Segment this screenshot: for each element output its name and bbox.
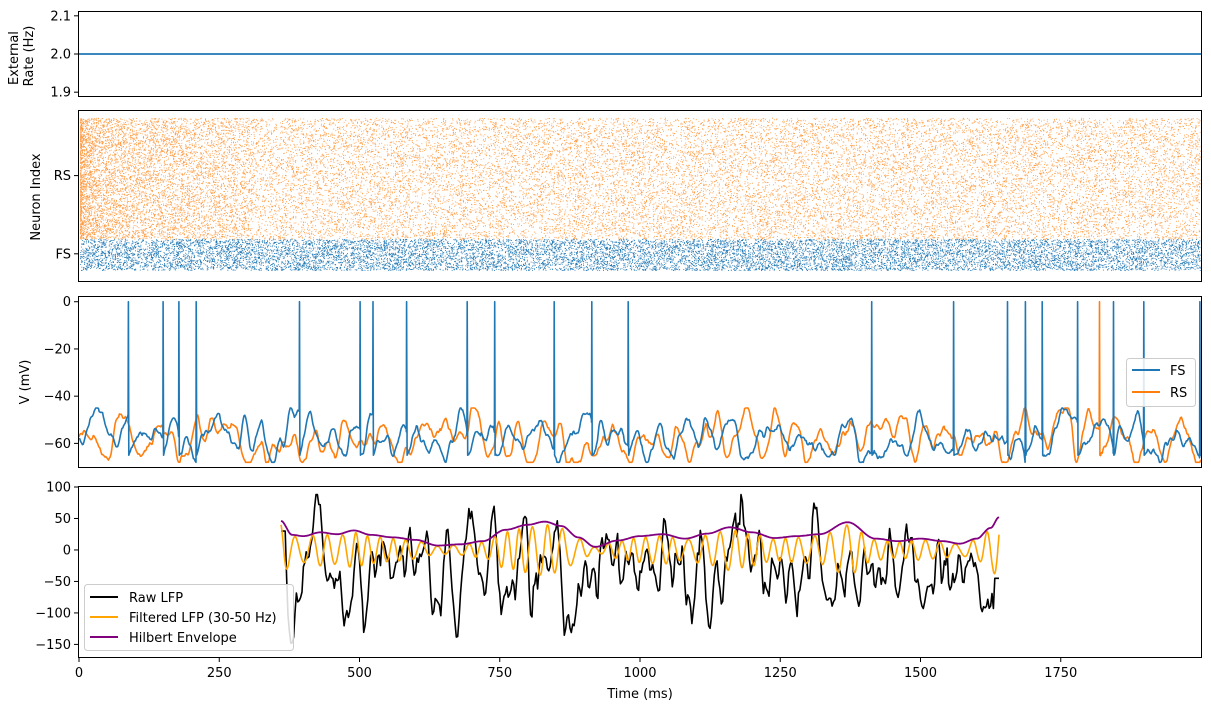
lfp-xtick-label: 750 — [487, 666, 512, 681]
lfp-y-ticks: 100 50 0 −50 −100 −150 — [35, 481, 79, 653]
lfp-xlabel: Time (ms) — [606, 687, 673, 702]
lfp-ytick-label: −50 — [44, 575, 71, 590]
external-rate-ylabel-line1: External — [7, 31, 22, 85]
external-rate-ytick-label: 1.9 — [50, 86, 71, 101]
lfp-legend: Raw LFP Filtered LFP (30-50 Hz) Hilbert … — [84, 584, 294, 651]
lfp-xtick-label: 1750 — [1044, 666, 1077, 681]
lfp-xtick-label: 250 — [207, 666, 232, 681]
lfp-legend-box — [84, 584, 294, 651]
lfp-xtick-label: 1250 — [764, 666, 797, 681]
raster-fs-spikes — [80, 238, 1201, 271]
lfp-plot-area — [280, 493, 1000, 644]
lfp-xtick-label: 1500 — [904, 666, 937, 681]
raster-y-ticks: FS RS — [54, 169, 79, 262]
voltage-y-ticks: 0 −20 −40 −60 — [44, 295, 79, 452]
legend-filtered-lfp-label: Filtered LFP (30-50 Hz) — [129, 611, 277, 626]
external-rate-ytick-label: 2.0 — [50, 48, 71, 63]
lfp-ytick-label: −100 — [35, 606, 71, 621]
legend-fs-label: FS — [1170, 364, 1186, 379]
lfp-ytick-label: −150 — [35, 638, 71, 653]
lfp-xtick-label: 0 — [75, 666, 83, 681]
external-rate-ylabel-line2: Rate (Hz) — [22, 26, 37, 87]
raster-ytick-label: FS — [55, 247, 71, 262]
lfp-xtick-label: 1000 — [623, 666, 656, 681]
voltage-ytick-label: −60 — [44, 437, 71, 452]
raw-lfp-trace — [281, 493, 999, 644]
external-rate-ylabel: External Rate (Hz) — [7, 26, 37, 87]
filtered-lfp-trace — [280, 524, 1000, 576]
legend-raw-lfp-label: Raw LFP — [129, 591, 183, 606]
raster-plot-area — [80, 117, 1201, 271]
legend-rs-label: RS — [1170, 386, 1187, 401]
hilbert-envelope-trace — [280, 516, 1000, 548]
lfp-ytick-label: 0 — [63, 543, 71, 558]
voltage-panel: 0 −20 −40 −60 V (mV) FS RS — [18, 295, 1202, 468]
lfp-x-ticks: 0 250 500 750 1000 1250 1500 1750 — [75, 657, 1077, 681]
legend-envelope-label: Hilbert Envelope — [129, 631, 237, 646]
voltage-axes-frame — [78, 296, 1202, 468]
raster-panel: FS RS Neuron Index — [29, 110, 1202, 282]
external-rate-panel: 1.9 2.0 2.1 External Rate (Hz) — [7, 9, 1202, 101]
external-rate-ytick-label: 2.1 — [50, 9, 71, 24]
voltage-plot-area — [78, 300, 1202, 464]
raster-ytick-label: RS — [54, 169, 71, 184]
lfp-ytick-label: 50 — [54, 512, 71, 527]
lfp-xtick-label: 500 — [347, 666, 372, 681]
voltage-legend: FS RS — [1126, 358, 1196, 407]
raster-rs-spikes — [80, 117, 1201, 240]
voltage-ytick-label: −20 — [44, 342, 71, 357]
lfp-ytick-label: 100 — [46, 481, 71, 496]
raster-axes-frame — [78, 110, 1202, 282]
voltage-ytick-label: −40 — [44, 390, 71, 405]
raster-ylabel: Neuron Index — [29, 153, 44, 240]
voltage-ylabel: V (mV) — [18, 360, 33, 405]
external-rate-y-ticks: 1.9 2.0 2.1 — [50, 9, 79, 101]
voltage-fs-trace — [78, 300, 1202, 464]
voltage-ytick-label: 0 — [63, 295, 71, 310]
voltage-rs-trace — [78, 300, 1202, 464]
